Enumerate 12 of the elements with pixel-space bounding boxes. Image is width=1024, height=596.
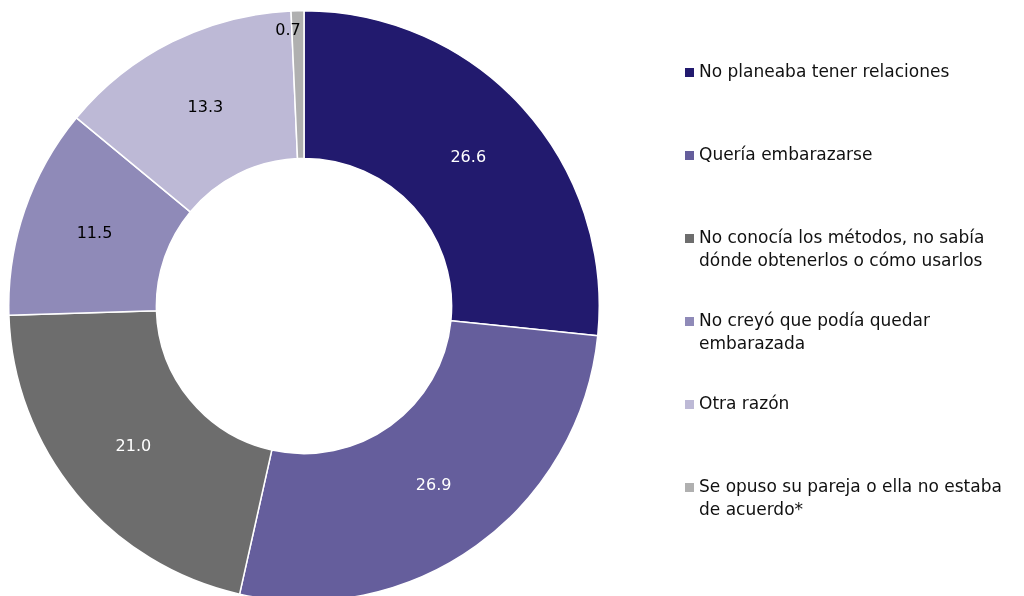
legend-label: Quería embarazarse: [699, 143, 873, 166]
data-label: 13.3: [187, 96, 224, 116]
data-label: 21.0: [115, 436, 152, 456]
legend-label: No conocía los métodos, no sabía dónde obtenerlos o cómo usarlos: [699, 226, 986, 272]
data-label: 26.6: [450, 146, 487, 166]
data-label: 26.9: [415, 474, 452, 494]
legend-label: Se opuso su pareja o ella no estaba de acuerdo*: [699, 475, 1003, 521]
legend-label: No planeaba tener relaciones: [699, 60, 950, 83]
legend-label: No creyó que podía quedar embarazada: [699, 309, 931, 355]
data-label: 0.7: [275, 19, 301, 39]
data-label: 11.5: [76, 223, 113, 243]
legend-label: Otra razón: [699, 392, 790, 415]
